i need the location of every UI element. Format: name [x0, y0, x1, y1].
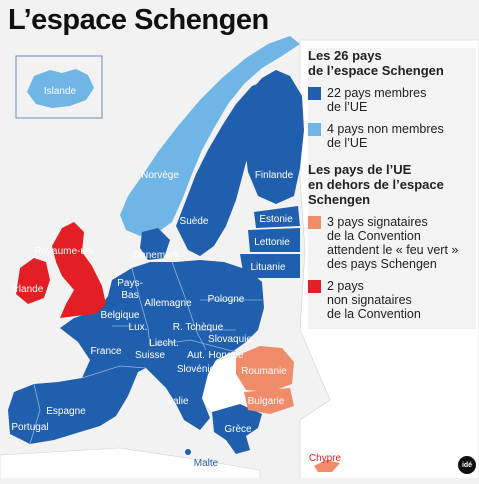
- legend-label-non-signatories: 2 pays non signataires de la Convention: [327, 279, 421, 321]
- label-pays-bas-2: Bas: [121, 290, 138, 301]
- label-norvege: Norvège: [141, 170, 179, 181]
- land-continental-eu: [8, 260, 264, 444]
- label-lux: Lux.: [129, 322, 148, 333]
- page-title: L’espace Schengen: [8, 4, 269, 36]
- swatch-signatories: [308, 216, 321, 229]
- label-grece: Grèce: [224, 424, 252, 435]
- label-finlande: Finlande: [255, 170, 294, 181]
- label-danemark: Danemark: [133, 250, 180, 261]
- land-north-africa: [0, 447, 261, 480]
- country-lituanie: [240, 254, 300, 278]
- label-espagne: Espagne: [46, 406, 86, 417]
- country-danemark: [140, 228, 170, 260]
- label-liecht: Liecht.: [149, 338, 178, 349]
- country-grece: [212, 404, 262, 454]
- label-pologne: Pologne: [208, 294, 245, 305]
- legend-label-signatories: 3 pays signataires de la Convention atte…: [327, 215, 459, 271]
- country-malte: [185, 449, 191, 455]
- country-estonie: [254, 206, 300, 228]
- legend-item-eu-members: 22 pays membres de l’UE: [308, 86, 476, 114]
- country-labels: Islande Norvège Finlande Suède Estonie L…: [11, 86, 341, 469]
- swatch-non-signatories: [308, 280, 321, 293]
- label-r-tcheque: R. Tchèque: [173, 322, 224, 333]
- label-lettonie: Lettonie: [254, 237, 290, 248]
- country-finlande: [244, 70, 304, 204]
- label-chypre: Chypre: [309, 453, 342, 464]
- label-malte: Malte: [194, 458, 219, 469]
- country-islande: [27, 69, 94, 108]
- label-islande: Islande: [44, 86, 77, 97]
- label-hongrie: Hongrie: [208, 350, 243, 361]
- swatch-eu-members: [308, 87, 321, 100]
- label-irlande: Irlande: [13, 284, 44, 295]
- label-aut: Aut.: [187, 350, 205, 361]
- label-royaume-uni: Royaume-uni: [34, 246, 93, 257]
- legend-heading-outside: Les pays de l’UE en dehors de l’espace S…: [308, 162, 444, 207]
- legend-label-eu-members: 22 pays membres de l’UE: [327, 86, 427, 114]
- legend-heading-schengen: Les 26 pays de l’espace Schengen: [308, 48, 444, 78]
- swatch-non-eu-members: [308, 123, 321, 136]
- legend-item-non-eu-members: 4 pays non membres de l’UE: [308, 122, 476, 150]
- country-irlande: [16, 258, 50, 304]
- country-lettonie: [248, 228, 300, 252]
- label-italie: Italie: [167, 396, 189, 407]
- label-suede: Suède: [180, 216, 209, 227]
- label-portugal: Portugal: [11, 422, 48, 433]
- legend: Les 26 pays de l’espace Schengen 22 pays…: [308, 48, 476, 329]
- label-france: France: [90, 346, 122, 357]
- country-norvege: [120, 36, 300, 236]
- country-chypre: [314, 460, 340, 472]
- label-allemagne: Allemagne: [144, 298, 192, 309]
- country-bulgarie: [244, 388, 294, 414]
- ido-logo: idé: [458, 456, 476, 474]
- country-roumanie: [236, 346, 294, 392]
- country-suede: [176, 82, 262, 256]
- label-slovaquie: Slovaquie: [208, 334, 252, 345]
- label-lituanie: Lituanie: [250, 262, 285, 273]
- label-belgique: Belgique: [101, 310, 140, 321]
- legend-item-non-signatories: 2 pays non signataires de la Convention: [308, 279, 476, 321]
- label-estonie: Estonie: [259, 214, 293, 225]
- label-slovenie: Slovénie: [177, 364, 216, 375]
- legend-label-non-eu-members: 4 pays non membres de l’UE: [327, 122, 444, 150]
- label-suisse: Suisse: [135, 350, 165, 361]
- label-roumanie: Roumanie: [241, 366, 287, 377]
- label-bulgarie: Bulgarie: [248, 396, 285, 407]
- label-pays-bas-1: Pays-: [117, 278, 143, 289]
- country-royaume-uni: [52, 222, 106, 318]
- country-borders: [29, 261, 262, 445]
- legend-item-signatories: 3 pays signataires de la Convention atte…: [308, 215, 476, 271]
